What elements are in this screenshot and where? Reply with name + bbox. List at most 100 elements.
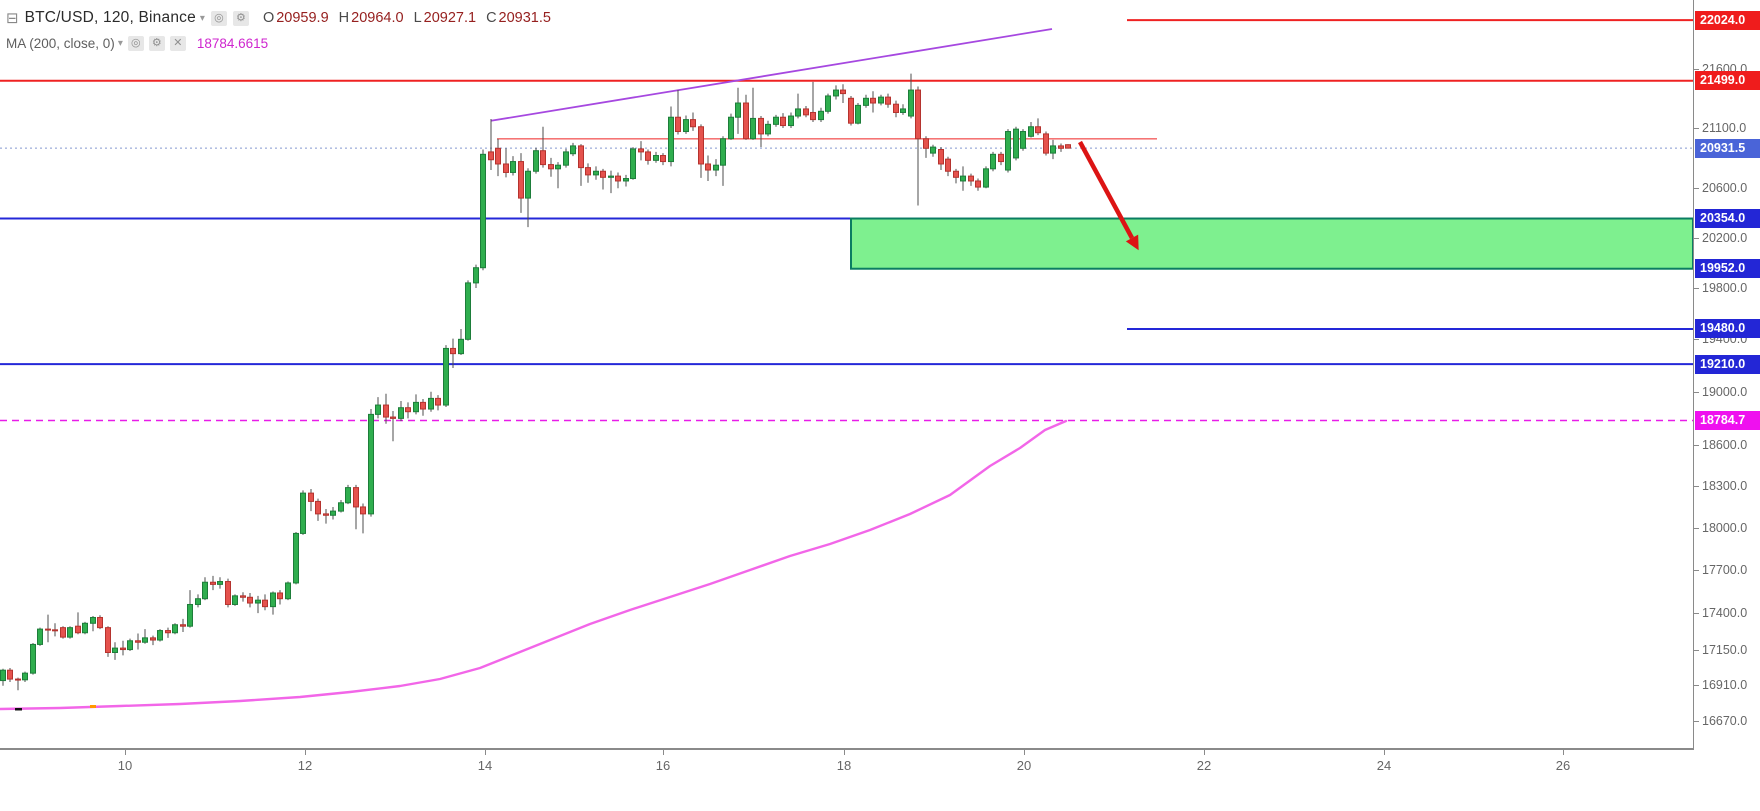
candle bbox=[338, 502, 344, 512]
time-tick-mark bbox=[305, 750, 306, 755]
first-bar-mark bbox=[15, 708, 22, 711]
eye-icon[interactable]: ◎ bbox=[210, 10, 227, 26]
candle bbox=[398, 407, 404, 419]
candle bbox=[1005, 131, 1011, 171]
candle bbox=[165, 630, 171, 634]
candle bbox=[435, 397, 441, 406]
candle bbox=[630, 148, 636, 180]
candle bbox=[780, 116, 786, 127]
collapse-icon[interactable]: ⊟ bbox=[6, 10, 19, 27]
candle bbox=[900, 108, 906, 113]
gear-icon[interactable]: ⚙ bbox=[148, 35, 165, 51]
candle bbox=[30, 643, 36, 674]
candle bbox=[713, 164, 719, 171]
candle bbox=[983, 168, 989, 188]
candle bbox=[495, 147, 501, 165]
high-label: H bbox=[338, 10, 350, 26]
candle bbox=[908, 89, 914, 117]
candle bbox=[660, 155, 666, 163]
price-label-19480.0: 19480.0 bbox=[1695, 319, 1760, 339]
candle bbox=[330, 510, 336, 516]
candle bbox=[765, 123, 771, 135]
candle bbox=[142, 637, 148, 643]
price-label-21499.0: 21499.0 bbox=[1695, 71, 1760, 91]
candle bbox=[518, 161, 524, 199]
price-label-20931.5: 20931.5 bbox=[1695, 138, 1760, 158]
high-value: 20964.0 bbox=[351, 10, 404, 26]
close-icon[interactable]: ✕ bbox=[169, 35, 186, 51]
candle bbox=[375, 404, 381, 415]
supply-zone[interactable] bbox=[850, 217, 1693, 270]
candle bbox=[315, 500, 321, 515]
price-label-22024.0: 22024.0 bbox=[1695, 10, 1760, 30]
candle bbox=[308, 492, 314, 502]
time-axis[interactable]: 10 12 14 16 18 20 22 24 26 bbox=[0, 748, 1694, 811]
gear-icon[interactable]: ⚙ bbox=[232, 10, 249, 26]
candle bbox=[653, 155, 659, 161]
candle bbox=[232, 595, 238, 605]
candle bbox=[1013, 128, 1019, 159]
candle bbox=[105, 627, 111, 653]
candle bbox=[75, 625, 81, 634]
candle bbox=[953, 170, 959, 178]
candle bbox=[810, 111, 816, 121]
chevron-down-icon[interactable]: ▾ bbox=[117, 37, 123, 49]
candle bbox=[277, 592, 283, 600]
eye-icon[interactable]: ◎ bbox=[127, 35, 144, 51]
candle bbox=[210, 581, 216, 585]
candle bbox=[247, 596, 253, 604]
candle bbox=[893, 103, 899, 113]
candle bbox=[127, 640, 133, 651]
candle bbox=[735, 102, 741, 118]
candle bbox=[443, 347, 449, 406]
sell-arrow-head bbox=[1125, 234, 1139, 251]
candle bbox=[878, 96, 884, 104]
time-label-22: 22 bbox=[1196, 758, 1212, 773]
indicator-row: MA (200, close, 0) ▾ ◎ ⚙ ✕ 18784.6615 bbox=[6, 32, 551, 54]
candle bbox=[157, 630, 163, 641]
candle bbox=[848, 97, 854, 124]
event-dot bbox=[90, 705, 96, 708]
candle bbox=[172, 624, 178, 634]
time-label-10: 10 bbox=[117, 758, 133, 773]
close-value: 20931.5 bbox=[498, 10, 551, 26]
indicator-title[interactable]: MA (200, close, 0) bbox=[6, 35, 115, 51]
candle bbox=[480, 153, 486, 269]
time-tick-mark bbox=[844, 750, 845, 755]
symbol-title[interactable]: BTC/USD, 120, Binance bbox=[24, 9, 196, 26]
candle bbox=[705, 163, 711, 171]
chart-canvas[interactable] bbox=[0, 0, 1693, 748]
candle bbox=[405, 407, 411, 413]
sell-arrow[interactable] bbox=[1078, 140, 1134, 240]
candle bbox=[585, 167, 591, 176]
candle bbox=[510, 161, 516, 173]
candle bbox=[15, 678, 21, 681]
time-tick-mark bbox=[1563, 750, 1564, 755]
price-axis[interactable]: 21600.0 21100.0 20600.0 20200.0 19800.0 19400… bbox=[1693, 0, 1760, 811]
candle bbox=[120, 647, 126, 651]
price-label-19952.0: 19952.0 bbox=[1695, 259, 1760, 279]
chevron-down-icon[interactable]: ▾ bbox=[199, 12, 205, 24]
candle bbox=[698, 126, 704, 165]
candle bbox=[255, 599, 261, 604]
candle bbox=[960, 175, 966, 182]
price-label-18784.7: 18784.7 bbox=[1695, 410, 1760, 430]
trendline[interactable] bbox=[490, 28, 1053, 122]
candle bbox=[1058, 145, 1064, 149]
candle bbox=[533, 150, 539, 172]
time-tick-mark bbox=[663, 750, 664, 755]
candle bbox=[818, 110, 824, 121]
candle bbox=[0, 669, 6, 682]
ma200-line[interactable] bbox=[0, 419, 1068, 711]
chart-legend: ⊟ BTC/USD, 120, Binance ▾ ◎ ⚙ O 20959.9 H… bbox=[6, 6, 551, 54]
low-value: 20927.1 bbox=[423, 10, 477, 26]
candle bbox=[135, 640, 141, 643]
price-label-20354.0: 20354.0 bbox=[1695, 209, 1760, 229]
time-label-16: 16 bbox=[655, 758, 671, 773]
candle bbox=[1020, 131, 1026, 149]
candle bbox=[870, 97, 876, 104]
candle bbox=[863, 97, 869, 106]
candle bbox=[473, 267, 479, 284]
candle bbox=[345, 487, 351, 504]
